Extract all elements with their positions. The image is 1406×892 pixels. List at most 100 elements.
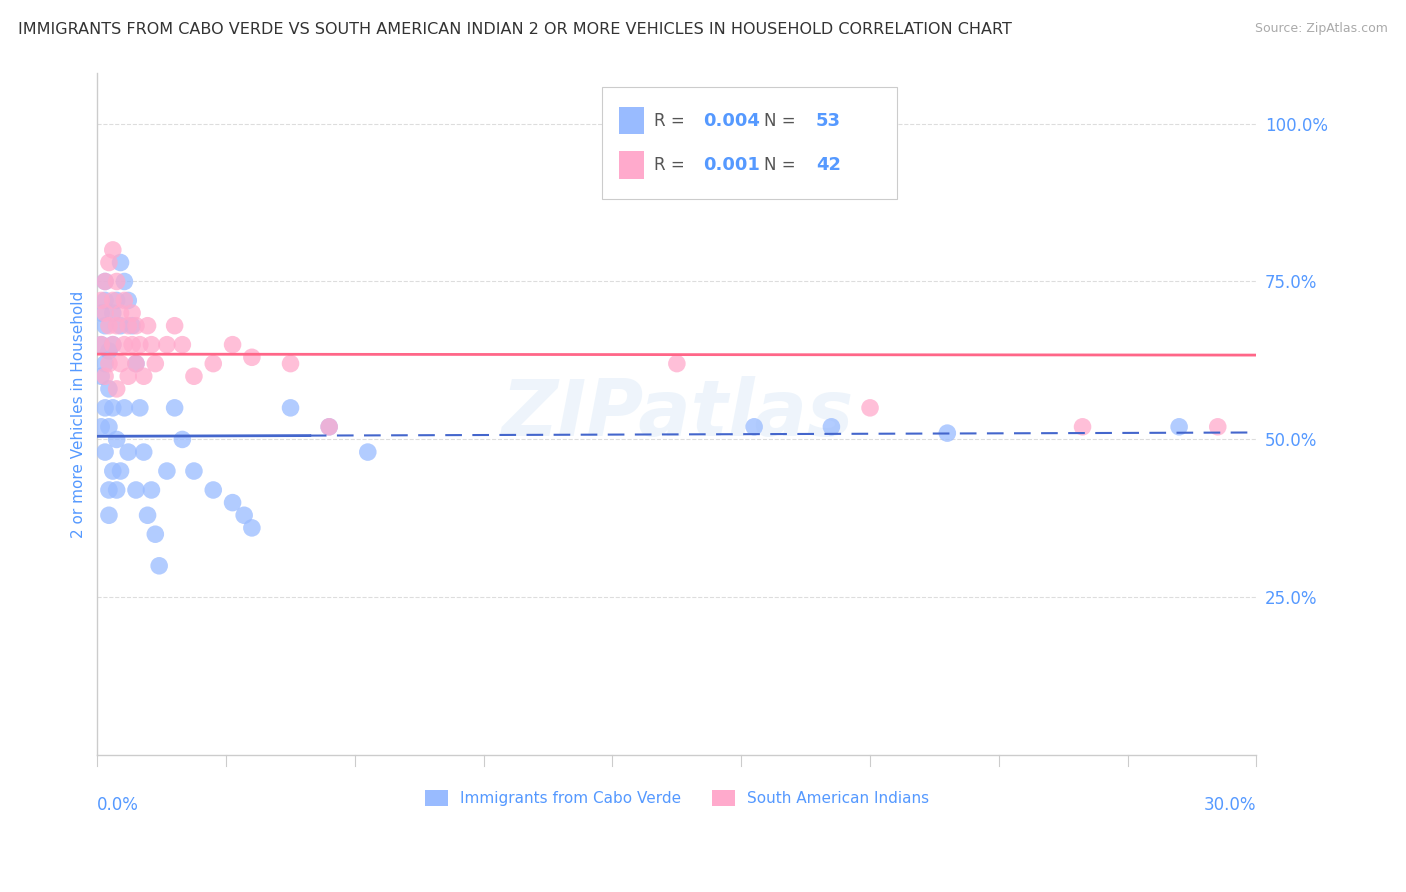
Point <box>97 483 120 497</box>
Point <box>163 318 186 333</box>
FancyBboxPatch shape <box>619 152 644 178</box>
Point <box>859 401 882 415</box>
Point <box>163 401 186 415</box>
Point <box>121 306 143 320</box>
Point <box>117 445 139 459</box>
Text: 0.001: 0.001 <box>703 156 761 174</box>
Point <box>132 445 155 459</box>
Point <box>94 369 117 384</box>
Point <box>97 318 120 333</box>
Point <box>101 337 124 351</box>
Point <box>183 464 205 478</box>
Point <box>143 357 166 371</box>
Text: R =: R = <box>654 156 690 174</box>
Point <box>936 426 959 441</box>
Point <box>172 433 194 447</box>
Point <box>97 343 120 358</box>
Point <box>202 483 225 497</box>
Point <box>94 445 117 459</box>
Point <box>101 401 124 415</box>
Point <box>665 357 688 371</box>
Text: R =: R = <box>654 112 690 129</box>
Point <box>202 357 225 371</box>
Point <box>143 527 166 541</box>
Point <box>125 357 148 371</box>
Point <box>97 419 120 434</box>
Point <box>125 483 148 497</box>
Point <box>136 508 159 523</box>
Point <box>90 337 112 351</box>
Point <box>357 445 380 459</box>
Point <box>141 483 163 497</box>
Point <box>105 275 128 289</box>
FancyBboxPatch shape <box>619 107 644 135</box>
Point <box>156 464 179 478</box>
Point <box>117 318 139 333</box>
Point <box>280 401 302 415</box>
Point <box>94 306 117 320</box>
Point <box>742 419 765 434</box>
Point <box>101 243 124 257</box>
Point <box>125 318 148 333</box>
Point <box>112 401 135 415</box>
Point <box>97 382 120 396</box>
Point <box>148 558 170 573</box>
Point <box>90 306 112 320</box>
Legend: Immigrants from Cabo Verde, South American Indians: Immigrants from Cabo Verde, South Americ… <box>419 784 935 813</box>
Point <box>110 306 132 320</box>
Text: 0.0%: 0.0% <box>97 797 139 814</box>
Point <box>121 318 143 333</box>
Point <box>97 357 120 371</box>
Point <box>97 255 120 269</box>
Point <box>128 401 150 415</box>
Point <box>105 382 128 396</box>
Point <box>94 318 117 333</box>
Point <box>112 337 135 351</box>
Point <box>90 419 112 434</box>
Point <box>1206 419 1229 434</box>
Text: ZIPatlas: ZIPatlas <box>501 376 853 452</box>
Text: 42: 42 <box>815 156 841 174</box>
Point <box>105 483 128 497</box>
FancyBboxPatch shape <box>602 87 897 199</box>
Point <box>101 464 124 478</box>
Point <box>221 495 243 509</box>
Point <box>240 351 263 365</box>
Point <box>90 337 112 351</box>
Text: IMMIGRANTS FROM CABO VERDE VS SOUTH AMERICAN INDIAN 2 OR MORE VEHICLES IN HOUSEH: IMMIGRANTS FROM CABO VERDE VS SOUTH AMER… <box>18 22 1012 37</box>
Point <box>101 306 124 320</box>
Point <box>132 369 155 384</box>
Point <box>105 318 128 333</box>
Y-axis label: 2 or more Vehicles in Household: 2 or more Vehicles in Household <box>72 291 86 538</box>
Point <box>105 433 128 447</box>
Text: 30.0%: 30.0% <box>1204 797 1257 814</box>
Point <box>97 508 120 523</box>
Point <box>110 464 132 478</box>
Point <box>1168 419 1191 434</box>
Point <box>183 369 205 384</box>
Point <box>101 293 124 308</box>
Point <box>94 275 117 289</box>
Point <box>121 337 143 351</box>
Point <box>240 521 263 535</box>
Point <box>110 255 132 269</box>
Point <box>1071 419 1094 434</box>
Point <box>105 293 128 308</box>
Point <box>156 337 179 351</box>
Point <box>141 337 163 351</box>
Text: 0.004: 0.004 <box>703 112 761 129</box>
Point <box>94 357 117 371</box>
Point <box>101 337 124 351</box>
Point <box>112 275 135 289</box>
Text: Source: ZipAtlas.com: Source: ZipAtlas.com <box>1254 22 1388 36</box>
Point <box>128 337 150 351</box>
Point <box>820 419 842 434</box>
Point <box>90 293 112 308</box>
Point <box>117 369 139 384</box>
Point <box>94 293 117 308</box>
Point <box>117 293 139 308</box>
Point <box>110 357 132 371</box>
Point <box>112 293 135 308</box>
Point <box>94 275 117 289</box>
Text: N =: N = <box>763 156 796 174</box>
